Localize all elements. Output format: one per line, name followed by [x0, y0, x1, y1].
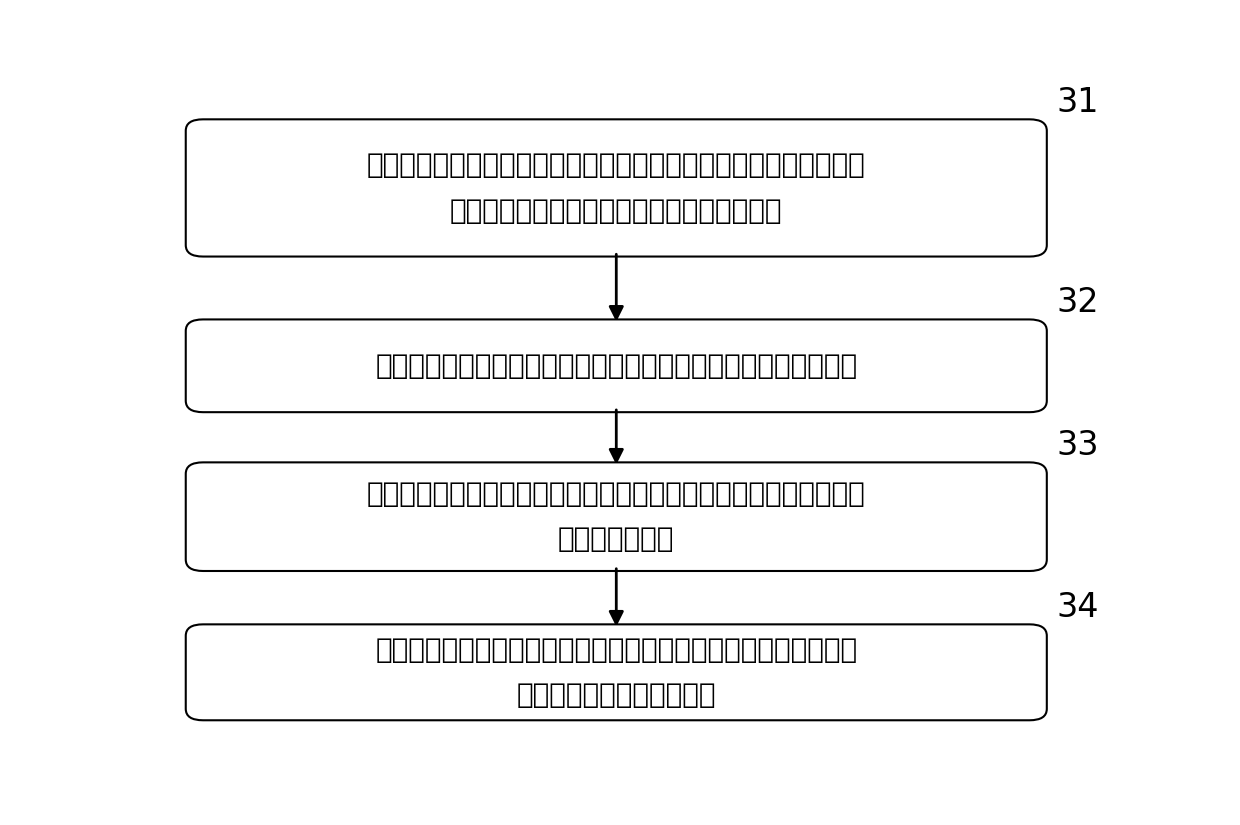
Text: 通过设置在灌注液氮的容器顶部的传感器测量得到当前的温度数据: 通过设置在灌注液氮的容器顶部的传感器测量得到当前的温度数据 — [376, 351, 857, 380]
Text: 34: 34 — [1056, 592, 1099, 625]
Text: 预先根据实际的实验测量数据建立状态空间模型，并生成包括一组分
布特征满足液位先验概率分布的粒子的粒子集: 预先根据实际的实验测量数据建立状态空间模型，并生成包括一组分 布特征满足液位先验… — [367, 151, 866, 224]
Text: 32: 32 — [1056, 286, 1099, 319]
FancyBboxPatch shape — [186, 625, 1047, 720]
Text: 31: 31 — [1056, 87, 1099, 120]
FancyBboxPatch shape — [186, 462, 1047, 571]
Text: 33: 33 — [1056, 429, 1099, 462]
FancyBboxPatch shape — [186, 120, 1047, 257]
FancyBboxPatch shape — [186, 319, 1047, 412]
Text: 根据所述状态空间模型、粒子集和当前的温度数据，计算得到当前液
面高度的估计值: 根据所述状态空间模型、粒子集和当前的温度数据，计算得到当前液 面高度的估计值 — [367, 480, 866, 554]
Text: 通过粒子滤波算法对计算得到的当前液面高度的估计值进行修正，
得到修正后的当前液面高度: 通过粒子滤波算法对计算得到的当前液面高度的估计值进行修正， 得到修正后的当前液面… — [376, 635, 857, 710]
